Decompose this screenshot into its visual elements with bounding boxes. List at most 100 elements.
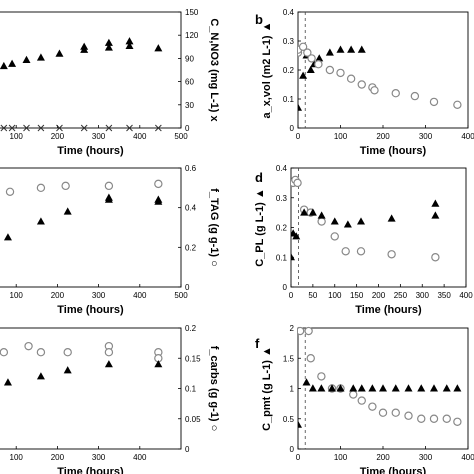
- y-axis-label: C_PL (g L-1) ▲: [254, 188, 266, 267]
- data-point-a-1-2: [125, 41, 134, 50]
- data-point-a-2-4: [23, 124, 30, 132]
- y-tick-label: 0.1: [185, 385, 197, 394]
- data-point-f-0-9: [368, 402, 377, 411]
- y-tick-label: 0: [290, 445, 295, 454]
- x-tick-label: 100: [10, 132, 24, 141]
- data-point-a-2-7: [80, 124, 88, 132]
- y-tick-label: 0: [185, 124, 190, 133]
- x-axis-label: Time (hours): [360, 466, 427, 474]
- x-tick-label: 500: [174, 291, 188, 300]
- data-point-d-0-8: [341, 247, 350, 256]
- data-point-a-1-0: [80, 42, 89, 50]
- data-point-e-0-4: [36, 348, 46, 357]
- y-tick-label: 0.15: [185, 354, 201, 363]
- data-point-f-0-11: [391, 408, 400, 417]
- data-point-d-1-7: [343, 220, 352, 228]
- x-tick-label: 350: [437, 291, 451, 300]
- x-tick-label: 300: [419, 453, 433, 462]
- data-point-b-1-2: [298, 42, 308, 52]
- data-point-f-0-10: [378, 408, 388, 417]
- data-markers: [0, 37, 163, 132]
- data-point-f-1-1: [302, 378, 311, 386]
- x-tick-label: 100: [10, 453, 24, 462]
- data-point-f-1-0: [298, 420, 302, 428]
- data-point-d-1-10: [431, 199, 440, 207]
- plot-frame: [290, 167, 467, 288]
- data-point-c-0-4: [61, 181, 70, 191]
- data-point-b-1-9: [357, 80, 366, 89]
- data-point-c-1-4: [63, 207, 72, 215]
- data-point-d-0-3: [293, 178, 302, 188]
- data-point-d-1-3: [300, 208, 309, 216]
- data-point-d-1-2: [292, 232, 301, 240]
- y-tick-label: 0: [185, 283, 190, 292]
- data-point-b-1-15: [453, 100, 462, 110]
- x-tick-label: 200: [376, 453, 390, 462]
- data-point-d-1-0: [291, 253, 295, 261]
- data-markers: [291, 175, 440, 262]
- data-point-d-1-5: [317, 211, 326, 219]
- x-tick-label: 300: [92, 132, 106, 141]
- y-tick-label: 0.4: [185, 204, 197, 213]
- y-tick-label: 150: [185, 8, 199, 17]
- y-tick-label: 0.1: [283, 95, 295, 104]
- data-point-f-1-7: [357, 384, 366, 392]
- data-point-f-1-10: [391, 384, 400, 392]
- chart-panel-c: 100 200 300 400 500 Time (hours) 0 0.2 0.4 0.6 f_T…: [0, 164, 220, 316]
- y-axis-label: a_x,vol (m2 L-1) ▲: [261, 21, 273, 118]
- data-point-b-0-6: [325, 48, 334, 56]
- y-tick-label: 0: [185, 445, 190, 454]
- x-tick-label: 250: [394, 291, 408, 300]
- data-point-b-1-13: [410, 91, 420, 101]
- x-tick-label: 400: [133, 132, 147, 141]
- data-point-f-0-14: [429, 414, 439, 423]
- data-point-f-0-1: [298, 326, 305, 336]
- data-point-f-0-3: [306, 354, 315, 363]
- data-point-c-0-6: [154, 179, 163, 189]
- data-point-d-1-6: [330, 217, 339, 225]
- data-point-d-0-7: [330, 232, 339, 241]
- x-tick-label: 200: [51, 453, 65, 462]
- x-tick-label: 300: [92, 291, 106, 300]
- data-point-b-0-7: [336, 45, 345, 53]
- data-point-a-0-3: [8, 59, 17, 67]
- x-tick-label: 200: [372, 291, 386, 300]
- data-point-e-1-6: [154, 360, 163, 368]
- x-tick-label: 400: [459, 291, 473, 300]
- data-point-c-0-2: [5, 187, 15, 196]
- data-point-f-0-13: [417, 414, 426, 423]
- data-point-c-1-3: [36, 217, 45, 225]
- data-point-e-0-5: [63, 348, 72, 357]
- data-point-f-0-16: [453, 417, 462, 426]
- y-axis-label: f_carbs (g g-1) ○: [208, 346, 220, 432]
- x-tick-label: 400: [461, 132, 474, 141]
- x-tick-label: 400: [133, 453, 147, 462]
- chart-panel-d: 0 50 100 150 200 250 300 350 400 Time (hours) 0 0.1…: [254, 164, 473, 316]
- data-point-f-1-6: [349, 384, 358, 392]
- x-tick-label: 500: [174, 132, 188, 141]
- data-point-f-0-15: [442, 414, 451, 423]
- data-point-a-0-4: [22, 55, 31, 63]
- chart-panel-a: 100 200 300 400 500 Time (hours) 0 30 60 90 120 150…: [0, 8, 220, 157]
- plot-frame: [0, 11, 182, 129]
- data-markers: [298, 42, 462, 111]
- y-tick-label: 0: [290, 124, 295, 133]
- x-tick-label: 0: [296, 453, 301, 462]
- data-point-e-1-3: [36, 372, 45, 380]
- data-point-f-0-8: [357, 396, 366, 405]
- y-tick-label: 0.3: [276, 194, 288, 203]
- data-point-a-0-2: [0, 61, 8, 70]
- x-tick-label: 300: [92, 453, 106, 462]
- data-point-a-0-10: [154, 44, 163, 52]
- data-point-a-0-5: [36, 53, 45, 61]
- data-point-c-1-8: [154, 195, 163, 203]
- data-point-b-0-0: [298, 103, 302, 111]
- y-tick-label: 0.1: [276, 253, 288, 262]
- data-point-a-0-9: [125, 37, 134, 45]
- data-point-b-0-9: [357, 45, 366, 53]
- data-point-b-1-14: [429, 97, 439, 107]
- data-point-a-2-5: [37, 124, 45, 132]
- data-point-d-1-4: [308, 208, 317, 216]
- y-tick-label: 60: [185, 78, 194, 87]
- y-tick-label: 0.3: [283, 37, 295, 46]
